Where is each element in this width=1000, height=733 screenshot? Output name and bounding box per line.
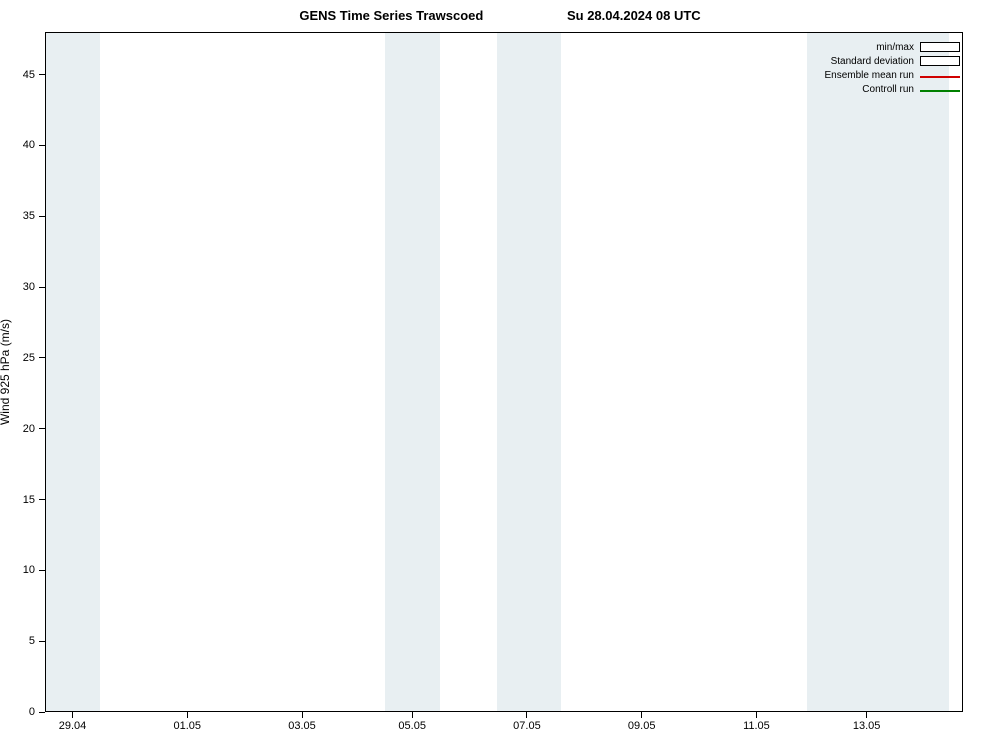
plot-area <box>45 32 963 712</box>
shaded-band <box>497 32 561 712</box>
x-tick-mark <box>187 712 188 718</box>
y-tick-mark <box>39 74 45 75</box>
x-tick-label: 03.05 <box>288 720 316 732</box>
y-tick-label: 15 <box>0 494 35 506</box>
y-tick-label: 40 <box>0 139 35 151</box>
chart-title: GENS Time Series Trawscoed Su 28.04.2024… <box>0 8 1000 23</box>
shaded-band <box>385 32 440 712</box>
legend-label: min/max <box>876 42 914 53</box>
x-tick-mark <box>412 712 413 718</box>
y-tick-mark <box>39 570 45 571</box>
y-tick-mark <box>39 357 45 358</box>
legend-row: Standard deviation <box>825 54 961 68</box>
y-tick-mark <box>39 216 45 217</box>
y-tick-mark <box>39 712 45 713</box>
y-tick-label: 5 <box>0 635 35 647</box>
y-tick-mark <box>39 499 45 500</box>
title-left: GENS Time Series Trawscoed <box>299 8 483 23</box>
legend-swatch <box>920 42 960 52</box>
y-axis-label: Wind 925 hPa (m/s) <box>0 319 12 425</box>
legend-label: Ensemble mean run <box>825 70 915 81</box>
x-tick-mark <box>756 712 757 718</box>
legend-swatch <box>920 90 960 92</box>
x-tick-mark <box>641 712 642 718</box>
shaded-band <box>807 32 949 712</box>
legend-swatch <box>920 76 960 78</box>
x-tick-mark <box>866 712 867 718</box>
legend: min/max Standard deviation Ensemble mean r… <box>825 40 961 96</box>
y-tick-label: 35 <box>0 210 35 222</box>
y-tick-label: 0 <box>0 706 35 718</box>
legend-label: Controll run <box>862 84 914 95</box>
x-tick-mark <box>526 712 527 718</box>
x-tick-mark <box>302 712 303 718</box>
y-tick-label: 20 <box>0 423 35 435</box>
x-tick-mark <box>72 712 73 718</box>
x-tick-label: 05.05 <box>398 720 426 732</box>
x-tick-label: 09.05 <box>628 720 656 732</box>
legend-swatch <box>920 56 960 66</box>
x-tick-label: 11.05 <box>743 720 770 732</box>
legend-label: Standard deviation <box>831 56 914 67</box>
y-tick-label: 25 <box>0 352 35 364</box>
chart-container: GENS Time Series Trawscoed Su 28.04.2024… <box>0 0 1000 733</box>
x-tick-label: 07.05 <box>513 720 541 732</box>
y-tick-mark <box>39 145 45 146</box>
y-tick-mark <box>39 641 45 642</box>
shaded-band <box>45 32 100 712</box>
x-tick-label: 01.05 <box>174 720 202 732</box>
legend-row: Ensemble mean run <box>825 68 961 82</box>
x-tick-label: 13.05 <box>853 720 881 732</box>
legend-row: min/max <box>825 40 961 54</box>
x-tick-label: 29.04 <box>59 720 87 732</box>
y-tick-label: 30 <box>0 281 35 293</box>
y-tick-label: 45 <box>0 69 35 81</box>
legend-row: Controll run <box>825 82 961 96</box>
y-tick-mark <box>39 287 45 288</box>
y-tick-mark <box>39 428 45 429</box>
y-tick-label: 10 <box>0 564 35 576</box>
title-right: Su 28.04.2024 08 UTC <box>567 8 701 23</box>
